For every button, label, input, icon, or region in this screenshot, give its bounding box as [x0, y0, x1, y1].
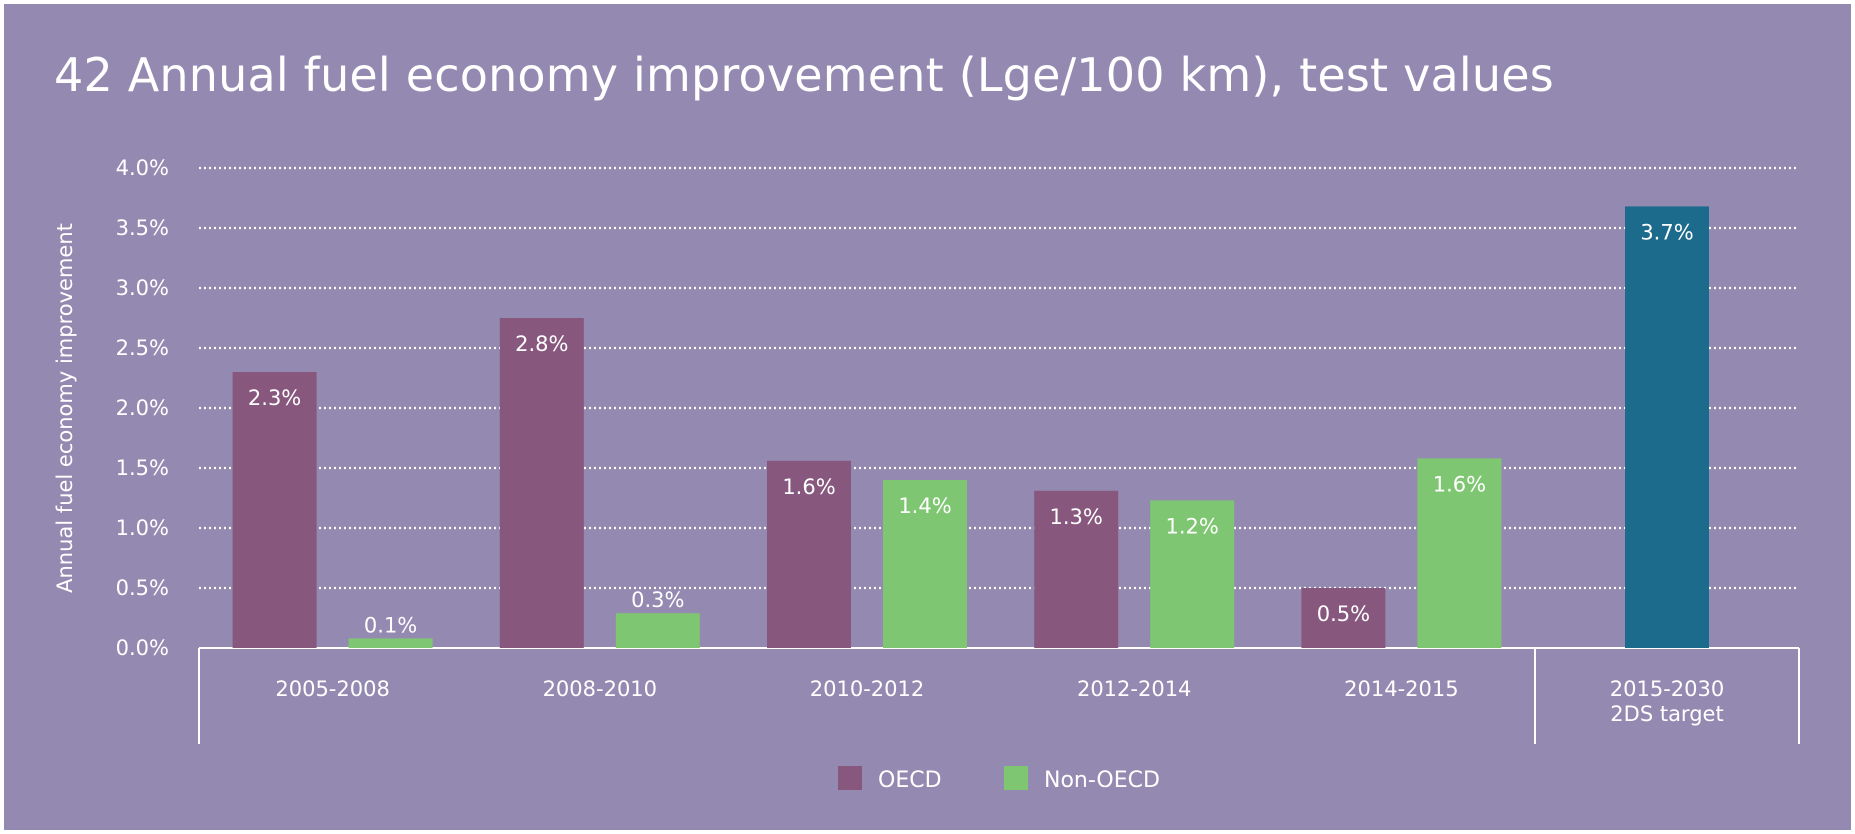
data-label: 1.6%	[1433, 472, 1486, 496]
y-tick-label: 3.5%	[116, 216, 169, 240]
bar	[1625, 206, 1709, 648]
legend-label: OECD	[878, 768, 942, 793]
chart-title: 42 Annual fuel economy improvement (Lge/…	[54, 48, 1554, 102]
x-tick-label: 2015-2030	[1610, 677, 1724, 701]
bar	[1150, 500, 1235, 648]
data-label: 0.3%	[631, 588, 684, 612]
data-label: 1.4%	[898, 494, 951, 518]
chart-panel: 42 Annual fuel economy improvement (Lge/…	[4, 4, 1851, 830]
legend-swatch	[1004, 766, 1028, 790]
bar	[883, 480, 967, 648]
y-tick-label: 1.5%	[116, 456, 169, 480]
y-axis-label: Annual fuel economy improvement	[53, 223, 77, 593]
data-label: 1.2%	[1166, 514, 1219, 538]
legend-swatch	[838, 766, 862, 790]
y-tick-label: 4.0%	[116, 156, 169, 180]
data-label: 0.5%	[1317, 602, 1370, 626]
data-label: 1.3%	[1050, 505, 1103, 529]
data-label: 2.3%	[248, 386, 301, 410]
bar	[1417, 458, 1502, 648]
x-tick-label: 2005-2008	[275, 677, 389, 701]
bar-chart: 0.0% 0.5% 1.0% 1.5% 2.0% 2.5% 3.0% 3.5% 4.0% Annu…	[53, 156, 1800, 793]
bar	[1301, 588, 1386, 648]
data-label: 0.1%	[364, 613, 417, 637]
bar	[232, 372, 317, 648]
bar	[348, 638, 433, 648]
x-tick-label: 2012-2014	[1077, 677, 1191, 701]
bar	[615, 613, 700, 648]
data-label: 2.8%	[515, 332, 568, 356]
y-tick-label: 0.0%	[116, 636, 169, 660]
data-label: 3.7%	[1640, 220, 1693, 244]
y-tick-label: 0.5%	[116, 576, 169, 600]
bar	[1034, 490, 1119, 648]
x-tick-label: 2014-2015	[1344, 677, 1458, 701]
y-tick-label: 1.0%	[116, 516, 169, 540]
y-tick-label: 2.5%	[116, 336, 169, 360]
bar	[499, 318, 584, 648]
legend-label: Non-OECD	[1044, 768, 1160, 793]
x-tick-label: 2008-2010	[543, 677, 657, 701]
x-tick-label: 2010-2012	[810, 677, 924, 701]
y-tick-label: 3.0%	[116, 276, 169, 300]
data-label: 1.6%	[782, 475, 835, 499]
x-tick-label: 2DS target	[1610, 702, 1723, 726]
y-tick-label: 2.0%	[116, 396, 169, 420]
bar	[767, 460, 851, 648]
